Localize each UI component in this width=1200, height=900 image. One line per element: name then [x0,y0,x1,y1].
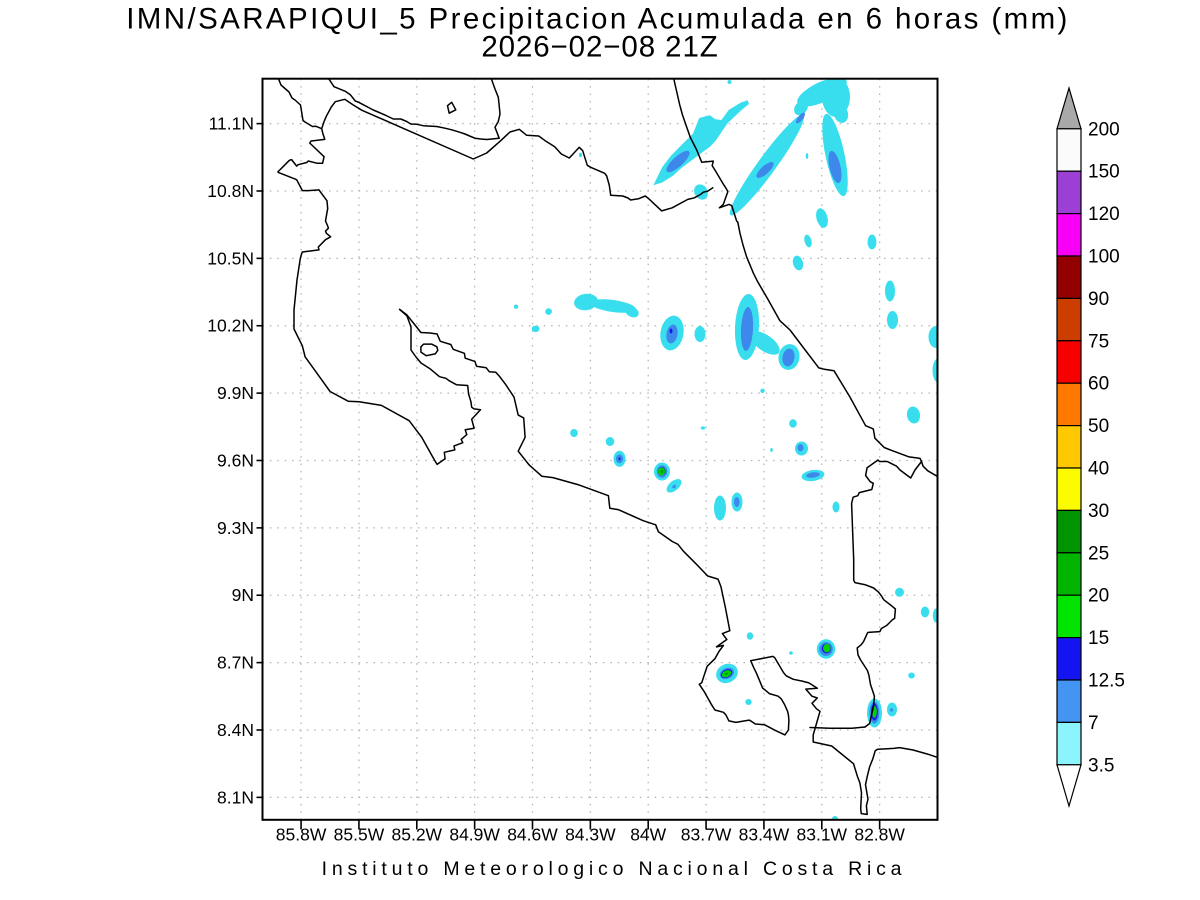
svg-text:85.2W: 85.2W [392,825,443,845]
svg-text:9.3N: 9.3N [217,518,254,538]
svg-text:85.5W: 85.5W [334,825,385,845]
svg-text:30: 30 [1088,501,1109,522]
svg-text:10.2N: 10.2N [207,316,254,336]
svg-text:2026−02−08 21Z: 2026−02−08 21Z [481,31,718,64]
svg-text:100: 100 [1088,247,1120,268]
svg-text:82.8W: 82.8W [854,825,905,845]
svg-text:84W: 84W [630,825,666,845]
svg-text:85.8W: 85.8W [276,825,327,845]
svg-text:90: 90 [1088,289,1109,310]
svg-text:8.1N: 8.1N [217,787,254,807]
svg-text:200: 200 [1088,119,1120,140]
svg-text:15: 15 [1088,628,1109,649]
svg-text:84.9W: 84.9W [449,825,500,845]
svg-text:12.5: 12.5 [1088,671,1125,692]
svg-text:150: 150 [1088,162,1120,183]
svg-text:Instituto Meteorologico Nacion: Instituto Meteorologico Nacional Costa R… [322,858,907,880]
svg-text:10.8N: 10.8N [207,181,254,201]
svg-text:9.9N: 9.9N [217,383,254,403]
svg-text:10.5N: 10.5N [207,248,254,268]
svg-text:40: 40 [1088,459,1109,480]
svg-text:8.4N: 8.4N [217,720,254,740]
svg-text:83.1W: 83.1W [797,825,848,845]
svg-text:83.4W: 83.4W [739,825,790,845]
svg-text:50: 50 [1088,416,1109,437]
svg-text:20: 20 [1088,586,1109,607]
svg-text:9.6N: 9.6N [217,450,254,470]
svg-text:IMN/SARAPIQUI_5 Precipitacion: IMN/SARAPIQUI_5 Precipitacion Acumulada … [126,3,1070,36]
svg-text:84.3W: 84.3W [565,825,616,845]
svg-text:3.5: 3.5 [1088,755,1114,776]
svg-text:120: 120 [1088,204,1120,225]
svg-text:83.7W: 83.7W [681,825,732,845]
svg-text:7: 7 [1088,713,1099,734]
svg-text:75: 75 [1088,331,1109,352]
svg-text:84.6W: 84.6W [507,825,558,845]
svg-text:25: 25 [1088,543,1109,564]
svg-text:9N: 9N [232,585,254,605]
svg-text:11.1N: 11.1N [209,114,254,134]
svg-text:8.7N: 8.7N [217,653,254,673]
svg-text:60: 60 [1088,374,1109,395]
